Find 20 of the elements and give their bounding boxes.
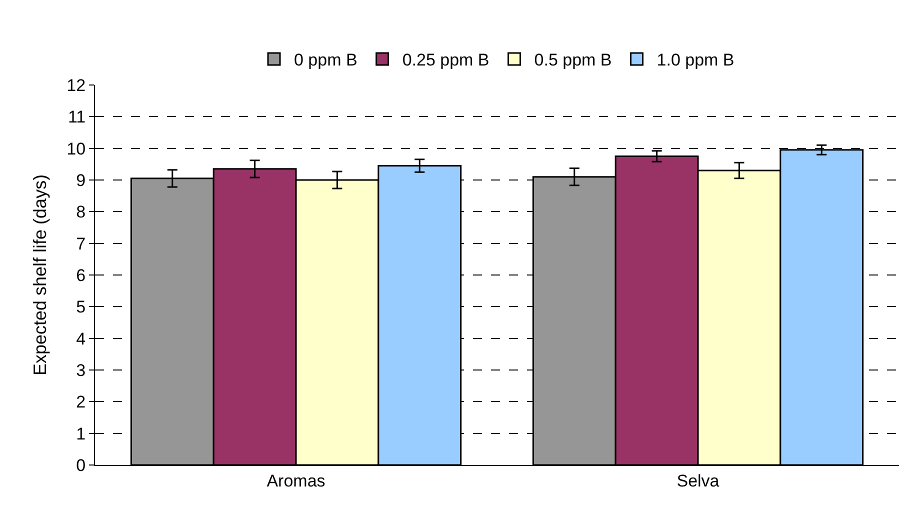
y-tick-label: 12 bbox=[66, 76, 86, 95]
y-tick-label: 2 bbox=[76, 392, 86, 412]
legend-label: 1.0 ppm B bbox=[656, 50, 734, 70]
y-tick-label: 8 bbox=[76, 202, 86, 222]
y-tick-label: 10 bbox=[66, 139, 86, 158]
x-tick-label: Selva bbox=[676, 471, 720, 490]
x-tick-label: Aromas bbox=[266, 471, 326, 490]
y-axis-title: Expected shelf life (days) bbox=[30, 174, 50, 376]
y-tick-label: 3 bbox=[76, 360, 86, 380]
y-tick-label: 6 bbox=[76, 266, 86, 285]
y-tick-label: 7 bbox=[76, 234, 86, 254]
y-tick-label: 9 bbox=[76, 170, 86, 190]
legend-label: 0.25 ppm B bbox=[402, 50, 490, 70]
legend-label: 0 ppm B bbox=[294, 50, 358, 70]
y-tick-label: 5 bbox=[76, 298, 86, 317]
y-tick-label: 1 bbox=[76, 424, 86, 444]
y-tick-label: 11 bbox=[68, 108, 86, 127]
y-tick-label: 0 bbox=[76, 456, 86, 475]
y-tick-label: 4 bbox=[76, 329, 86, 348]
legend-label: 0.5 ppm B bbox=[534, 50, 612, 70]
